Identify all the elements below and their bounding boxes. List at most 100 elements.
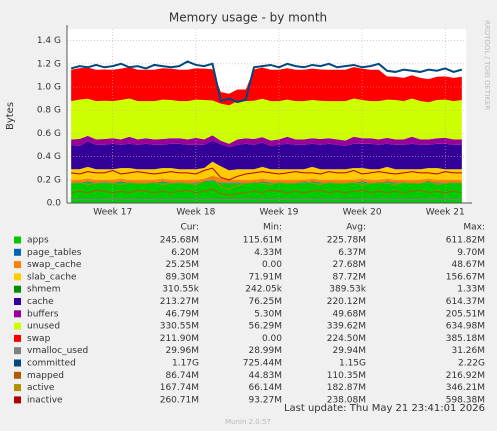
legend-column-header: Cur:	[180, 223, 199, 233]
legend-stat: 211.90M	[160, 334, 199, 344]
legend-stat: 389.53k	[329, 285, 366, 295]
legend-label: slab_cache	[27, 272, 77, 282]
legend-label: apps	[27, 236, 49, 246]
legend-stat: 25.25M	[165, 260, 199, 270]
legend-label: inactive	[27, 395, 63, 405]
legend-swatch	[14, 236, 21, 244]
legend-label: page_tables	[27, 248, 82, 258]
legend-stat: 71.91M	[248, 272, 282, 282]
legend-stat: 205.51M	[446, 309, 485, 319]
legend-stat: 346.21M	[446, 383, 485, 393]
legend-stat: 48.67M	[451, 260, 485, 270]
area	[71, 161, 462, 180]
legend-swatch	[14, 334, 21, 342]
legend-stat: 29.96M	[165, 346, 199, 356]
y-tick-label: 0.6 G	[37, 129, 61, 139]
area	[71, 98, 462, 144]
legend-stat: 56.29M	[248, 322, 282, 332]
legend: Cur: Min: Avg: Max: apps 245.68M 115.61M 225.78…	[14, 223, 485, 405]
x-tick-label: Week 21	[426, 208, 465, 218]
legend-stat: 1.33M	[457, 285, 485, 295]
legend-stat: 167.74M	[160, 383, 199, 393]
legend-stat: 89.30M	[165, 272, 199, 282]
legend-column-header: Max:	[463, 223, 485, 233]
legend-stat: 156.67M	[446, 272, 485, 282]
legend-stat: 76.25M	[248, 297, 282, 307]
legend-stat: 4.33M	[254, 248, 282, 258]
y-tick-label: 1.0 G	[37, 83, 61, 93]
legend-stat: 93.27M	[248, 395, 282, 405]
x-tick-label: Week 19	[259, 208, 298, 218]
line	[71, 167, 462, 181]
legend-label: vmalloc_used	[27, 346, 88, 356]
legend-stat: 66.14M	[248, 383, 282, 393]
legend-stat: 260.71M	[160, 395, 199, 405]
legend-stat: 330.55M	[160, 322, 199, 332]
legend-stat: 49.68M	[332, 309, 366, 319]
legend-stat: 5.30M	[254, 309, 282, 319]
legend-stat: 213.27M	[160, 297, 199, 307]
legend-stat: 725.44M	[243, 359, 282, 369]
legend-stat: 224.50M	[327, 334, 366, 344]
footer: Munin 2.0.57	[225, 418, 271, 426]
legend-stat: 614.37M	[446, 297, 485, 307]
plot: 0.0 0.2 G 0.4 G 0.6 G 0.8 G 1.0 G 1.2 G 1.4 G We…	[37, 25, 472, 218]
legend-swatch	[14, 248, 21, 256]
legend-stat: 6.20M	[171, 248, 199, 258]
legend-swatch	[14, 261, 21, 269]
line	[71, 176, 462, 190]
x-tick-label: Week 20	[343, 208, 382, 218]
legend-label: cache	[27, 297, 54, 307]
legend-stat: 598.38M	[446, 395, 485, 405]
legend-stat: 46.79M	[165, 309, 199, 319]
legend-stat: 220.12M	[327, 297, 366, 307]
legend-label: swap	[27, 334, 51, 344]
legend-swatch	[14, 322, 21, 330]
legend-stat: 6.37M	[338, 248, 366, 258]
legend-stat: 1.17G	[172, 359, 199, 369]
y-tick-label: 1.2 G	[37, 59, 61, 69]
legend-stat: 110.35M	[327, 371, 366, 381]
area	[71, 140, 462, 171]
legend-swatch	[14, 384, 21, 392]
x-tick-label: Week 17	[93, 208, 132, 218]
legend-stat: 0.00	[262, 260, 282, 270]
area	[71, 180, 462, 203]
legend-swatch	[14, 310, 21, 318]
legend-swatch	[14, 285, 21, 293]
legend-swatch	[14, 396, 21, 404]
legend-stat: 31.26M	[451, 346, 485, 356]
legend-swatch	[14, 273, 21, 281]
legend-stat: 27.68M	[332, 260, 366, 270]
last-update: Last update: Thu May 21 23:41:01 2026	[284, 403, 485, 414]
legend-swatch	[14, 371, 21, 379]
legend-label: shmem	[27, 285, 60, 295]
area	[71, 180, 462, 184]
legend-stat: 44.83M	[248, 371, 282, 381]
legend-label: active	[27, 383, 55, 393]
legend-swatch	[14, 347, 21, 355]
legend-label: committed	[27, 359, 76, 369]
legend-stat: 225.78M	[327, 236, 366, 246]
legend-swatch	[14, 298, 21, 305]
legend-stat: 29.94M	[332, 346, 366, 356]
legend-stat: 115.61M	[243, 236, 282, 246]
legend-label: unused	[27, 322, 60, 332]
legend-column-header: Avg:	[346, 223, 366, 233]
legend-label: mapped	[27, 371, 64, 381]
legend-stat: 216.92M	[446, 371, 485, 381]
legend-stat: 0.00	[262, 334, 282, 344]
legend-stat: 9.70M	[457, 248, 485, 258]
legend-stat: 2.22G	[458, 359, 485, 369]
side-text: RRDTOOL / TOBI OETIKER	[483, 20, 491, 110]
legend-stat: 238.08M	[327, 395, 366, 405]
legend-swatch	[14, 359, 21, 367]
legend-label: swap_cache	[27, 260, 82, 270]
legend-stat: 86.74M	[165, 371, 199, 381]
legend-stat: 28.99M	[248, 346, 282, 356]
legend-stat: 385.18M	[446, 334, 485, 344]
legend-column-header: Min:	[263, 223, 282, 233]
legend-stat: 339.62M	[327, 322, 366, 332]
area	[71, 67, 462, 106]
